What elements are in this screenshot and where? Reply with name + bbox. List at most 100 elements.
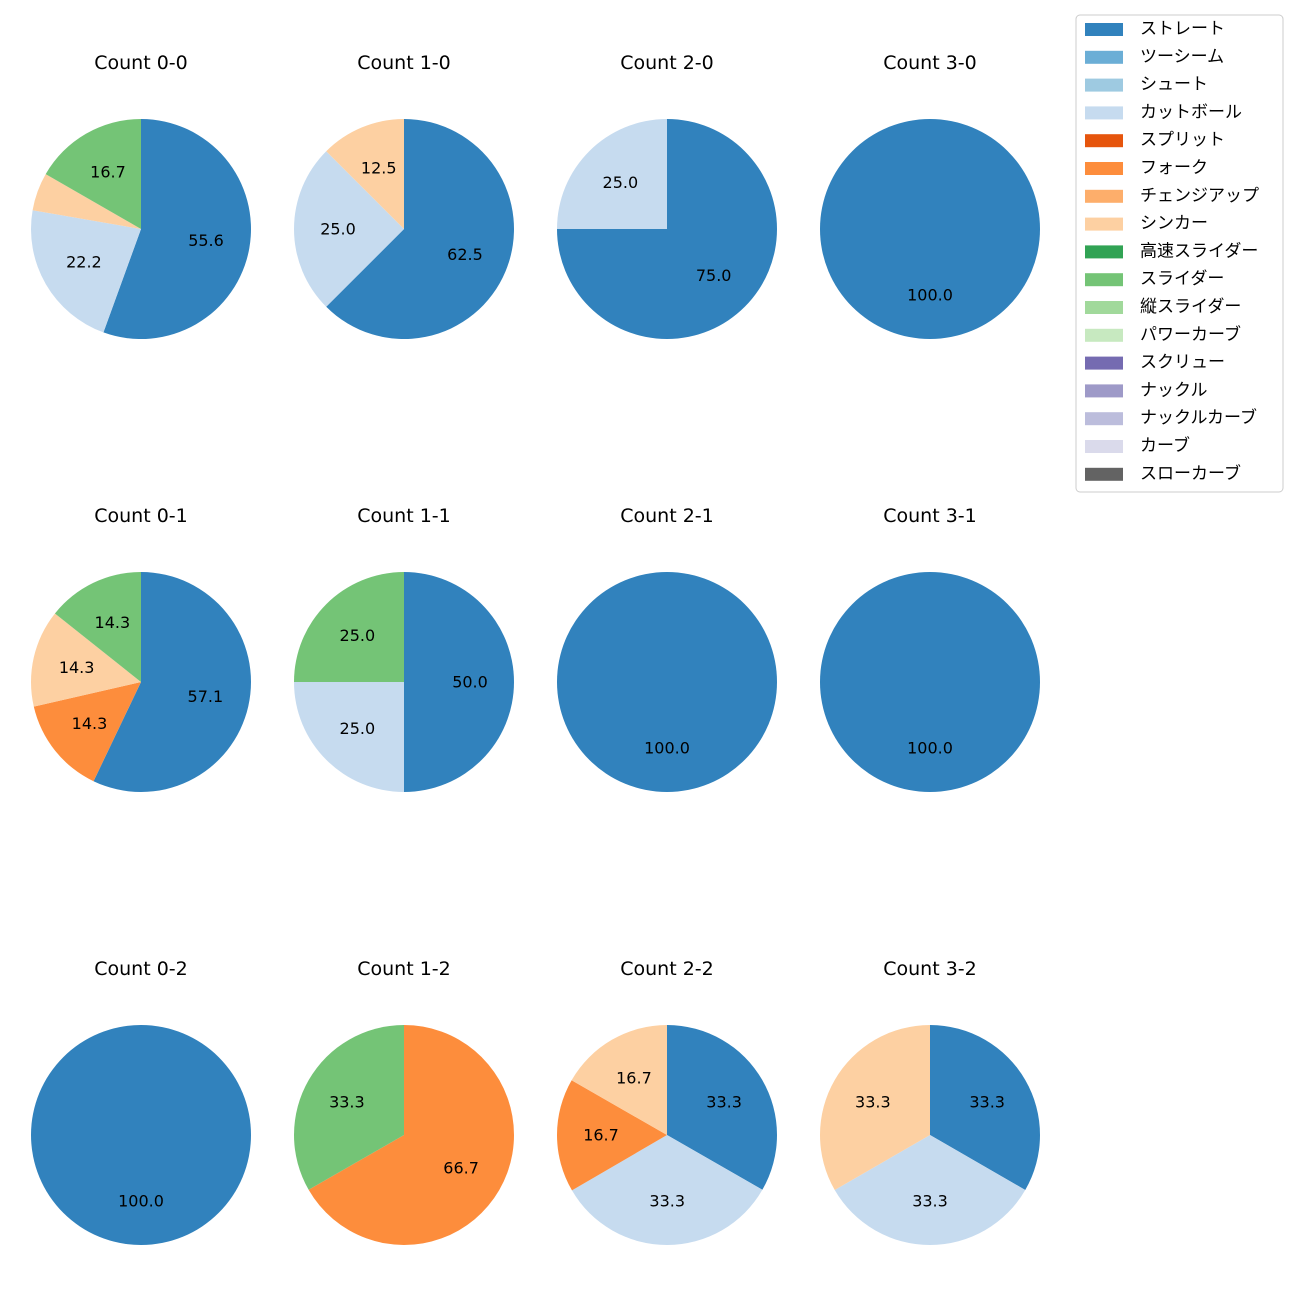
legend-entry: ナックル (1085, 380, 1208, 400)
slice-label: 25.0 (603, 173, 639, 192)
legend-swatch (1085, 78, 1123, 92)
slice-label: 66.7 (443, 1159, 479, 1178)
legend-box (1075, 14, 1284, 493)
pie-count-1-0: Count 1-0 62.5 25.0 12.5 (294, 52, 514, 339)
legend-label: ツーシーム (1140, 47, 1224, 67)
slice-label: 33.3 (649, 1191, 685, 1210)
pie-title: Count 1-2 (357, 958, 451, 980)
pie-slice (294, 682, 404, 792)
slice-label: 33.3 (329, 1092, 365, 1111)
pie-slice (293, 1025, 404, 1190)
slice-label: 33.3 (969, 1093, 1005, 1112)
pie-slice (571, 1135, 763, 1245)
legend-entry: ツーシーム (1085, 47, 1224, 67)
pie-slice (571, 1025, 667, 1135)
pie-title: Count 1-1 (357, 505, 451, 527)
pie-slice (294, 572, 404, 682)
slice-label: 14.3 (72, 714, 108, 733)
slice-label: 55.6 (188, 231, 224, 250)
pie-slice (930, 1025, 1040, 1190)
pie-count-1-2: Count 1-2 66.7 33.3 (293, 958, 514, 1245)
slice-label: 25.0 (320, 220, 356, 239)
slice-label: 100.0 (907, 286, 953, 305)
pie-slice (294, 151, 404, 307)
legend-entry: 縦スライダー (1085, 297, 1241, 317)
legend-label: パワーカーブ (1140, 324, 1241, 345)
legend-entry: ストレート (1085, 19, 1225, 39)
legend-entry: 高速スライダー (1085, 241, 1258, 261)
legend-swatch (1085, 162, 1123, 175)
legend-entry: フォーク (1085, 158, 1208, 178)
slice-label: 75.0 (696, 266, 732, 285)
slice-label: 16.7 (616, 1068, 652, 1087)
pie-slice (404, 572, 514, 792)
slice-label: 33.3 (706, 1092, 742, 1111)
legend-label: カーブ (1140, 435, 1190, 456)
slice-label: 16.7 (583, 1126, 619, 1145)
legend-swatch (1085, 245, 1123, 259)
legend-label: シュート (1140, 75, 1208, 95)
pie-title: Count 1-0 (357, 52, 451, 74)
pie-slice (820, 1025, 930, 1190)
pie-slice (326, 119, 404, 229)
legend-swatch (1085, 356, 1123, 370)
pie-slice (556, 1080, 667, 1191)
pie-slice (557, 572, 777, 792)
legend-label: スローカーブ (1140, 463, 1241, 484)
slice-label: 100.0 (907, 739, 953, 758)
legend-label: シンカー (1140, 214, 1208, 234)
legend-swatch (1085, 134, 1123, 148)
legend-label: スライダー (1140, 269, 1224, 289)
pie-slice (93, 572, 252, 792)
legend-label: 縦スライダー (1140, 297, 1241, 317)
pie-count-1-1: Count 1-1 50.0 25.0 25.0 (294, 505, 514, 792)
slice-label: 33.3 (912, 1192, 948, 1211)
pie-title: Count 2-0 (620, 52, 714, 74)
legend-entry: ナックルカーブ (1085, 407, 1257, 428)
legend-swatch (1085, 467, 1123, 481)
legend-entry: シンカー (1085, 214, 1208, 234)
pie-slice (32, 174, 142, 229)
pie-slice (54, 572, 141, 682)
pie-count-0-1: Count 0-1 57.1 14.3 14.3 14.3 (30, 505, 252, 792)
pie-slice (820, 572, 1040, 792)
legend-swatch (1085, 50, 1123, 64)
legend-entry: スライダー (1085, 269, 1224, 289)
pie-title: Count 3-1 (883, 505, 977, 527)
legend-swatch (1085, 217, 1123, 231)
slice-label: 100.0 (644, 739, 690, 758)
slice-label: 25.0 (340, 626, 376, 645)
pie-title: Count 0-1 (94, 505, 188, 527)
pie-slice (31, 1025, 251, 1245)
legend-entry: スローカーブ (1085, 463, 1241, 484)
slice-label: 57.1 (188, 687, 224, 706)
legend-entry: スクリュー (1085, 353, 1225, 373)
legend-entry: パワーカーブ (1085, 324, 1241, 345)
pie-slice (30, 613, 141, 707)
pie-slice (45, 119, 141, 229)
pie-slice (326, 119, 514, 339)
legend-swatch (1085, 23, 1123, 36)
legend-swatch (1085, 440, 1123, 453)
pie-count-0-0: Count 0-0 55.6 22.2 16.7 (30, 52, 251, 339)
legend-label: スクリュー (1140, 353, 1225, 373)
pie-slice (557, 119, 667, 229)
pie-slice (820, 119, 1040, 339)
pies-layer: Count 0-0 55.6 22.2 16.7 Count 1-0 62.5 25.0 12… (30, 52, 1040, 1245)
pie-count-0-2: Count 0-2 100.0 (31, 958, 251, 1245)
pie-slice (30, 210, 141, 333)
legend-swatch (1085, 273, 1123, 287)
slice-label: 33.3 (855, 1093, 891, 1112)
pie-slice (308, 1025, 514, 1245)
pie-slice (33, 682, 141, 782)
legend: ストレートツーシームシュートカットボールスプリットフォークチェンジアップシンカー… (1075, 14, 1284, 493)
slice-label: 100.0 (118, 1192, 164, 1211)
pie-title: Count 2-2 (620, 958, 714, 980)
pie-title: Count 3-0 (883, 52, 977, 74)
legend-entry: カーブ (1085, 435, 1190, 456)
slice-label: 50.0 (452, 673, 488, 692)
slice-label: 25.0 (340, 719, 376, 738)
pie-count-3-1: Count 3-1 100.0 (820, 505, 1040, 792)
slice-label: 12.5 (361, 159, 397, 178)
